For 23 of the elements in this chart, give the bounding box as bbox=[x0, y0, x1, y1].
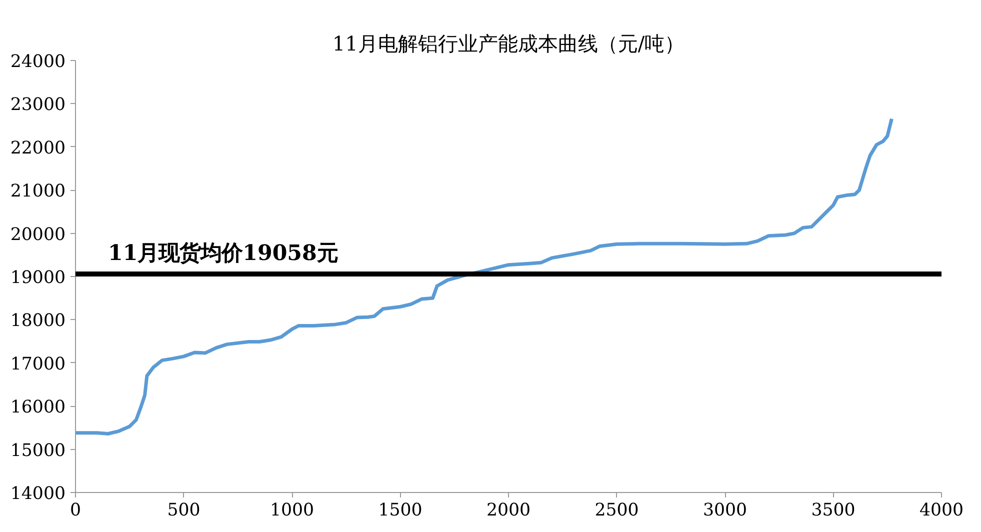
line-series bbox=[76, 117, 894, 436]
x-tick-label: 1000 bbox=[270, 500, 314, 520]
y-tick-label: 17000 bbox=[10, 354, 66, 374]
y-tick-label: 15000 bbox=[10, 440, 66, 461]
y-tick-label: 24000 bbox=[10, 52, 66, 72]
x-tick-label: 2000 bbox=[486, 500, 531, 520]
y-tick-label: 20000 bbox=[10, 224, 66, 245]
y-tick-label: 21000 bbox=[10, 182, 66, 202]
y-tick-label: 22000 bbox=[10, 138, 66, 158]
x-tick-label: 3000 bbox=[702, 500, 748, 520]
y-tick-label: 23000 bbox=[10, 95, 66, 116]
y-tick-label: 19000 bbox=[10, 268, 66, 288]
x-tick-label: 500 bbox=[167, 500, 200, 520]
x-tick-label: 1500 bbox=[378, 500, 422, 520]
x-tick-label: 3500 bbox=[811, 500, 856, 520]
chart-title: 11月电解铝行业产能成本曲线（元/吨） bbox=[332, 32, 685, 56]
x-tick-label: 2500 bbox=[594, 500, 639, 520]
ref-line-label: 11月现货均价19058元 bbox=[108, 240, 338, 266]
y-tick-label: 18000 bbox=[10, 311, 66, 332]
x-tick-label: 4000 bbox=[919, 500, 964, 520]
y-tick-label: 14000 bbox=[10, 484, 66, 504]
x-tick-label: 0 bbox=[70, 500, 82, 520]
y-tick-label: 16000 bbox=[10, 398, 66, 418]
